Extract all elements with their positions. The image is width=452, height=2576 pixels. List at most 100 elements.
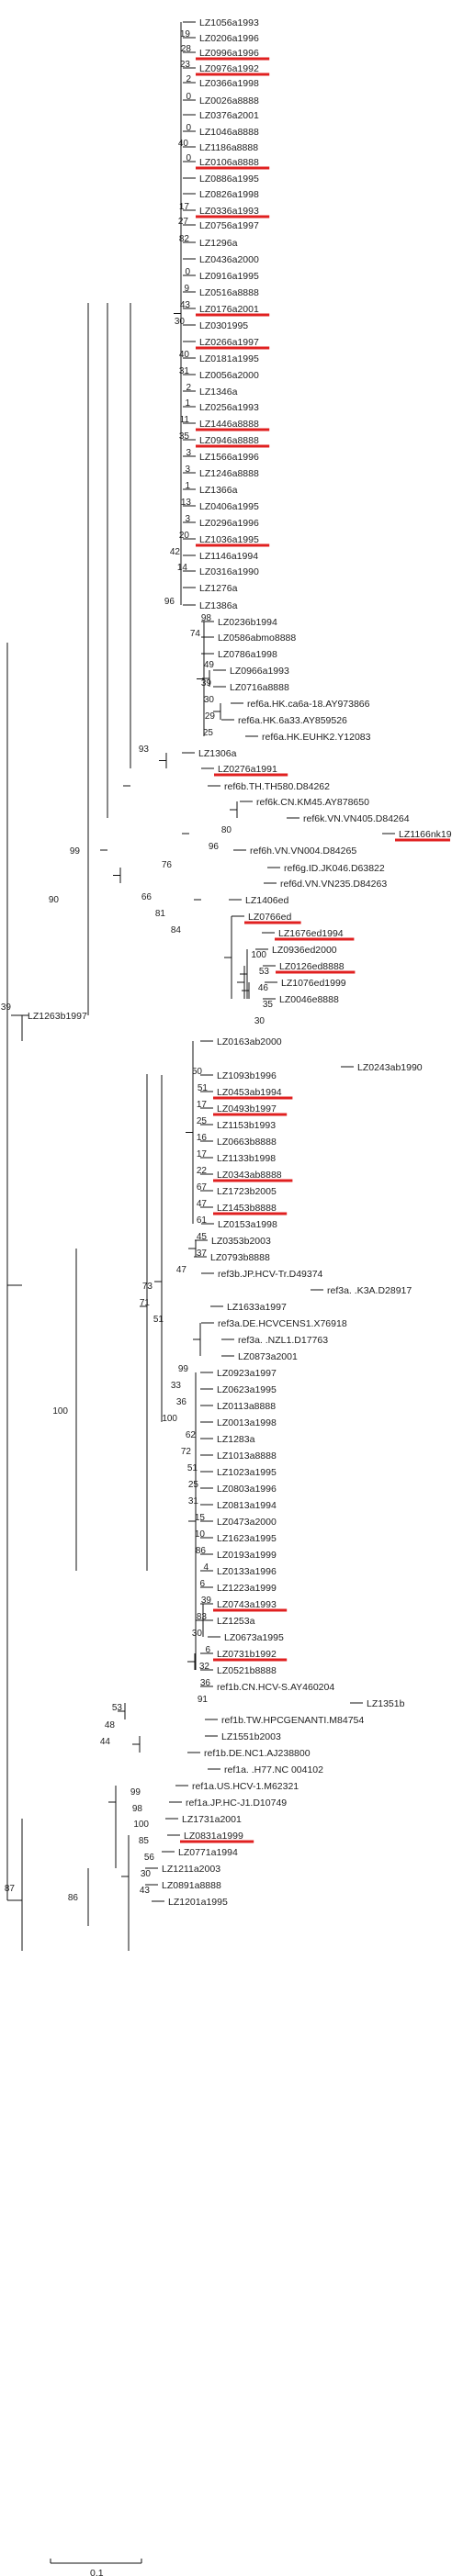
bootstrap-value: 13 [181, 498, 192, 508]
bootstrap-value: 22 [197, 1166, 208, 1176]
leaf-label: LZ0771a1994 [178, 1847, 238, 1858]
leaf-label: LZ0786a1998 [218, 649, 277, 660]
leaf-label: LZ0673a1995 [224, 1632, 284, 1643]
leaf-label: LZ0301995 [199, 320, 248, 331]
leaf-label: LZ0826a1998 [199, 189, 259, 200]
leaf-label: LZ0873a2001 [238, 1351, 298, 1362]
bootstrap-value: 46 [258, 983, 269, 993]
bootstrap-value: 4 [203, 1562, 209, 1573]
leaf-label: LZ0976a1992 [199, 63, 259, 74]
bootstrap-value: 36 [176, 1397, 187, 1407]
leaf-label: LZ0516a8888 [199, 287, 259, 298]
leaf-label: LZ0493b1997 [217, 1103, 277, 1114]
highlight-markers [180, 57, 450, 1843]
leaf-label: LZ0436a2000 [199, 254, 259, 265]
leaf-label: ref1a.US.HCV-1.M62321 [192, 1781, 299, 1792]
leaf-label: LZ0126ed8888 [279, 961, 345, 972]
leaf-label: LZ1366a [199, 485, 238, 496]
leaf-label: LZ1211a2003 [162, 1864, 220, 1875]
bootstrap-value: 20 [179, 531, 190, 541]
leaf-label: LZ0813a1994 [217, 1500, 277, 1511]
leaf-label: ref6g.ID.JK046.D63822 [284, 863, 385, 874]
leaf-label: LZ0966a1993 [230, 666, 289, 677]
bootstrap-value: 30 [141, 1869, 152, 1879]
bootstrap-value: 2 [186, 74, 191, 84]
bootstrap-value: 30 [175, 317, 186, 327]
leaf-label: ref6k.VN.VN405.D84264 [303, 813, 410, 824]
bootstrap-value: 76 [162, 860, 173, 870]
bootstrap-value: 51 [198, 1083, 209, 1093]
leaf-label: LZ0923a1997 [217, 1368, 277, 1379]
leaf-label: LZ0106a8888 [199, 157, 259, 168]
leaf-label: LZ0376a2001 [199, 110, 259, 121]
bootstrap-value: 25 [197, 1116, 208, 1126]
leaf-label: LZ1201a1995 [168, 1897, 228, 1908]
bootstrap-value: 28 [181, 44, 192, 54]
bootstrap-value: 51 [187, 1463, 198, 1473]
bootstrap-value: 98 [201, 613, 212, 623]
bootstrap-value: 25 [188, 1480, 199, 1490]
leaf-label: LZ0793b8888 [210, 1252, 270, 1263]
bootstrap-value: 16 [197, 1133, 208, 1143]
leaf-label: LZ0586abmo8888 [218, 633, 296, 644]
bootstrap-value: 39 [201, 678, 212, 689]
bootstrap-value: 10 [195, 1529, 206, 1540]
bootstrap-value: 35 [179, 431, 190, 442]
leaf-label: LZ1346a [199, 386, 238, 398]
bootstrap-value: 17 [179, 202, 190, 212]
bootstrap-value: 82 [179, 234, 190, 244]
leaf-label: LZ0153a1998 [218, 1219, 277, 1230]
bootstrap-value: 45 [197, 1232, 208, 1242]
bootstrap-value: 30 [254, 1016, 266, 1026]
bootstrap-value: 42 [170, 547, 181, 557]
bootstrap-value: 86 [196, 1546, 207, 1556]
leaf-label: LZ1013a8888 [217, 1450, 277, 1462]
leaf-label: LZ0406a1995 [199, 501, 259, 512]
bootstrap-value: 15 [195, 1513, 206, 1523]
bootstrap-value: 6 [205, 1645, 210, 1655]
leaf-label: LZ1723b2005 [217, 1186, 277, 1197]
leaf-label: LZ0756a1997 [199, 220, 259, 231]
leaf-label: LZ0316a1990 [199, 566, 259, 577]
bootstrap-value: 1 [185, 481, 190, 491]
leaf-labels: LZ1056a1993 LZ0206a1996 LZ0996a1996 LZ0976a… [28, 17, 452, 1908]
leaf-label: LZ0176a2001 [199, 304, 259, 315]
bootstrap-value: 85 [139, 1836, 150, 1846]
leaf-label: LZ0663b8888 [217, 1137, 277, 1148]
leaf-label: ref1b.CN.HCV-S.AY460204 [217, 1682, 334, 1693]
leaf-label: LZ0026a8888 [199, 95, 259, 106]
bootstrap-value: 33 [171, 1381, 182, 1391]
bootstrap-value: 87 [5, 1884, 16, 1894]
leaf-label: LZ1036a1995 [199, 534, 259, 545]
bootstrap-value: 73 [142, 1282, 153, 1292]
bootstrap-value: 66 [141, 892, 153, 902]
bootstrap-value: 1 [185, 398, 190, 409]
bootstrap-value: 11 [180, 415, 190, 425]
bootstrap-value: 19 [180, 29, 191, 39]
leaf-label: LZ1276a [199, 583, 238, 594]
leaf-label: LZ0336a1993 [199, 206, 259, 217]
leaf-label: LZ1166nk1996 [399, 829, 452, 840]
leaf-label: LZ1093b1996 [217, 1070, 277, 1081]
leaf-label: LZ0343ab8888 [217, 1170, 282, 1181]
leaf-label: LZ0623a1995 [217, 1384, 277, 1395]
leaf-label: LZ0453ab1994 [217, 1087, 282, 1098]
bootstrap-value: 23 [180, 60, 191, 70]
bootstrap-value: 31 [188, 1496, 199, 1506]
bootstrap-value: 17 [197, 1100, 208, 1110]
tree-branches [6, 21, 395, 1951]
bootstrap-value: 72 [181, 1447, 192, 1457]
leaf-label: LZ1633a1997 [227, 1302, 287, 1313]
leaf-label: LZ1296a [199, 238, 238, 249]
bootstrap-value: 100 [52, 1406, 68, 1417]
leaf-label: LZ0113a8888 [217, 1401, 276, 1412]
leaf-label: LZ1623a1995 [217, 1533, 277, 1544]
leaf-label: ref6b.TH.TH580.D84262 [224, 781, 330, 792]
leaf-label: LZ0193a1999 [217, 1550, 277, 1561]
leaf-label: ref3a. .NZL1.D17763 [238, 1335, 328, 1346]
leaf-label: LZ1283a [217, 1434, 255, 1445]
leaf-label: ref3b.JP.HCV-Tr.D49374 [218, 1269, 323, 1280]
leaf-label: LZ1186a8888 [199, 142, 258, 153]
bootstrap-value: 3 [186, 448, 191, 458]
